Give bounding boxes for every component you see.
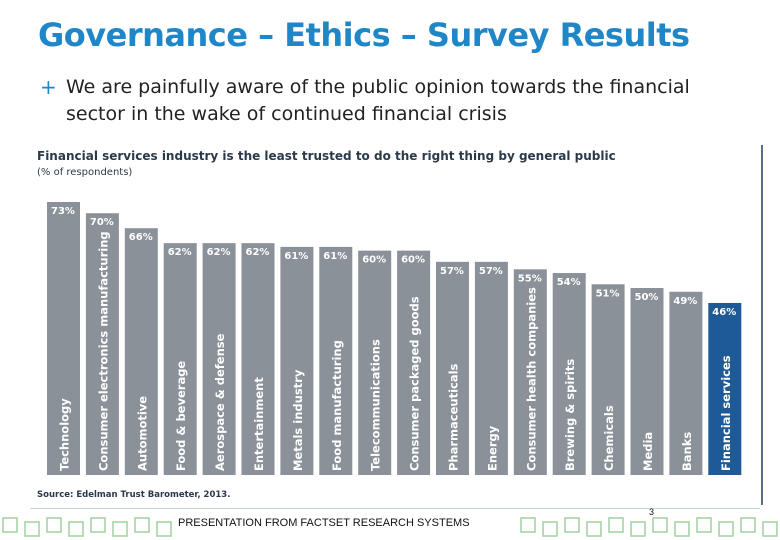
bar-food-beverage — [163, 243, 197, 475]
page-number: 3 — [649, 507, 655, 517]
bar-pharmaceuticals — [436, 261, 469, 475]
value-label: 57% — [440, 266, 464, 277]
category-label: Aerospace & defense — [213, 333, 227, 471]
decorative-square — [90, 517, 106, 533]
value-label: 49% — [673, 296, 697, 307]
bar-consumer-packaged-goods — [397, 250, 431, 475]
category-label: Consumer health companies — [524, 287, 538, 471]
decorative-square — [24, 521, 40, 537]
decorative-square — [762, 521, 778, 537]
value-label: 60% — [401, 255, 425, 266]
footer-decoration — [2, 517, 778, 537]
decorative-square — [46, 517, 62, 533]
category-label: Media — [641, 432, 655, 471]
decorative-square — [718, 521, 734, 537]
bar-entertainment — [241, 243, 275, 475]
bar-technology — [47, 202, 80, 475]
category-label: Food & beverage — [174, 361, 188, 471]
bar-telecommunications — [358, 250, 392, 475]
bar-banks — [669, 291, 703, 475]
value-label: 54% — [557, 277, 581, 288]
bar-chemicals — [591, 284, 625, 475]
category-label: Consumer electronics manufacturing — [96, 231, 110, 471]
decorative-square — [112, 521, 128, 537]
category-label: Chemicals — [602, 405, 616, 471]
bar-brewing-spirits — [552, 273, 586, 475]
bullet-text: We are painfully aware of the public opi… — [66, 76, 690, 125]
decorative-square — [740, 517, 756, 533]
bar-media — [630, 288, 664, 475]
value-label: 60% — [362, 255, 386, 266]
bar-financial-services — [708, 302, 742, 475]
decorative-square — [2, 517, 18, 533]
plus-icon: + — [40, 75, 57, 99]
category-label: Energy — [485, 425, 499, 471]
decorative-square — [674, 521, 690, 537]
category-label: Brewing & spirits — [563, 359, 577, 471]
value-label: 61% — [284, 251, 308, 262]
value-label: 62% — [207, 247, 231, 258]
category-label: Metals industry — [291, 369, 305, 471]
value-label: 55% — [518, 273, 542, 284]
decorative-square — [68, 521, 84, 537]
category-label: Pharmaceuticals — [447, 363, 461, 471]
footer-divider — [30, 508, 760, 509]
value-label: 57% — [479, 266, 503, 277]
bar-consumer-health-companies — [513, 269, 547, 475]
chart-panel: 73% Technology 70% Consumer electronics man… — [30, 145, 763, 505]
decorative-square — [520, 517, 536, 533]
category-label: Technology — [58, 398, 72, 471]
category-label: Telecommunications — [369, 339, 383, 471]
value-label: 46% — [712, 307, 736, 318]
value-label: 51% — [596, 288, 620, 299]
decorative-square — [608, 517, 624, 533]
value-label: 73% — [51, 206, 75, 217]
category-label: Banks — [680, 432, 694, 471]
category-label: Entertainment — [252, 377, 266, 471]
decorative-square — [134, 517, 150, 533]
value-label: 62% — [246, 247, 270, 258]
bar-aerospace-defense — [202, 243, 236, 475]
slide-title: Governance – Ethics – Survey Results — [38, 16, 690, 54]
decorative-square — [630, 521, 646, 537]
value-label: 62% — [168, 247, 192, 258]
decorative-square — [586, 521, 602, 537]
category-label: Financial services — [719, 355, 733, 471]
category-label: Automotive — [135, 396, 149, 471]
category-label: Food manufacturing — [330, 340, 344, 471]
bar-automotive — [124, 228, 158, 475]
bar-energy — [474, 261, 508, 475]
decorative-square — [696, 517, 712, 533]
value-label: 66% — [129, 232, 153, 243]
decorative-square — [652, 517, 668, 533]
value-label: 70% — [90, 217, 114, 228]
footer-text: PRESENTATION FROM FACTSET RESEARCH SYSTE… — [178, 517, 470, 529]
bar-consumer-electronics-manufacturing — [85, 213, 119, 475]
bar-food-manufacturing — [319, 246, 353, 475]
decorative-square — [542, 521, 558, 537]
decorative-square — [564, 517, 580, 533]
bar-metals-industry — [280, 246, 314, 475]
chart-source: Source: Edelman Trust Barometer, 2013. — [37, 490, 231, 500]
bullet-point: + We are painfully aware of the public o… — [40, 74, 740, 128]
chart-subtitle: (% of respondents) — [37, 167, 133, 178]
bar-chart: 73% Technology 70% Consumer electronics man… — [47, 202, 742, 475]
value-label: 50% — [635, 292, 659, 303]
decorative-square — [156, 521, 172, 537]
chart-title: Financial services industry is the least… — [37, 149, 616, 163]
value-label: 61% — [323, 251, 347, 262]
category-label: Consumer packaged goods — [408, 296, 422, 471]
